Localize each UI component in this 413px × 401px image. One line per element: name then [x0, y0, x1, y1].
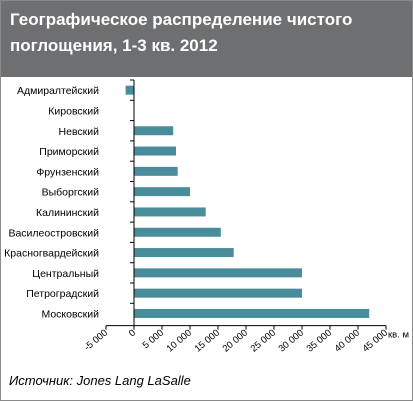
- tick-label: 0: [127, 327, 138, 339]
- category-label: Калининский: [36, 207, 99, 219]
- chart-title: Географическое распределение чистого пог…: [10, 10, 353, 55]
- chart-header: Географическое распределение чистого пог…: [1, 1, 412, 77]
- bar: [125, 85, 134, 95]
- category-label: Невский: [59, 126, 100, 138]
- category-label: Выборгский: [42, 187, 100, 199]
- tick-label: 25 000: [249, 327, 278, 354]
- category-label: Красногвардейский: [4, 248, 99, 260]
- tick-label: 35 000: [305, 327, 334, 354]
- bar: [134, 308, 370, 318]
- category-label: Петроградский: [26, 288, 99, 300]
- bar: [134, 166, 178, 176]
- tick-label: 40 000: [333, 327, 362, 354]
- tick-label: 10 000: [165, 327, 194, 354]
- unit-label: кв. м: [388, 330, 409, 341]
- bar: [134, 187, 190, 197]
- tick-label: -5 000: [82, 327, 110, 353]
- bar: [134, 207, 206, 217]
- bar: [134, 126, 174, 136]
- source-note: Источник: Jones Lang LaSalle: [9, 373, 191, 388]
- tick-label: 20 000: [221, 327, 250, 354]
- tick-label: 15 000: [193, 327, 222, 354]
- tick-label: 5 000: [141, 327, 166, 351]
- tick-label: 30 000: [277, 327, 306, 354]
- bar: [134, 268, 302, 278]
- category-label: Адмиралтейский: [17, 85, 99, 97]
- category-label: Василеостровский: [8, 227, 99, 239]
- tick-label: 45 000: [361, 327, 390, 354]
- category-label: Московский: [41, 308, 99, 320]
- bar-chart: Адмиралтейский Кировский Невский Приморский…: [4, 79, 409, 355]
- bar: [134, 146, 176, 156]
- bar: [134, 248, 234, 258]
- bar: [134, 288, 302, 298]
- category-label: Фрунзенский: [36, 166, 99, 178]
- category-label: Приморский: [39, 146, 99, 158]
- category-label: Центральный: [32, 268, 99, 280]
- bar: [134, 227, 221, 237]
- category-label: Кировский: [48, 105, 99, 117]
